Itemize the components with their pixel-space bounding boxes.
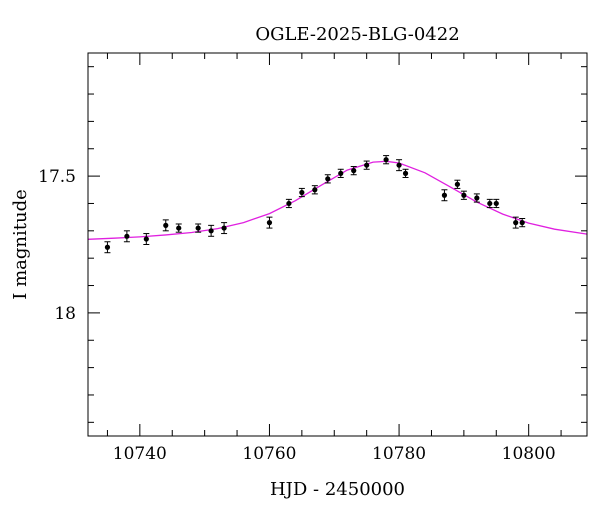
chart-title: OGLE-2025-BLG-0422 [255, 24, 459, 45]
data-marker [104, 244, 111, 250]
model-curve [88, 160, 587, 240]
data-point [473, 193, 480, 203]
data-marker [208, 228, 214, 234]
data-marker [195, 225, 201, 231]
data-point [396, 159, 403, 172]
data-marker [493, 200, 499, 207]
data-marker [266, 220, 273, 226]
data-point [123, 230, 130, 243]
x-tick-label: 10740 [113, 444, 167, 464]
data-point [493, 198, 500, 209]
y-tick-label: 17.5 [38, 167, 76, 187]
data-marker [325, 176, 331, 182]
data-point [208, 224, 215, 237]
data-point [486, 198, 493, 209]
y-axis-title: I magnitude [10, 189, 31, 300]
data-point [162, 219, 169, 232]
data-marker [299, 189, 305, 196]
data-point [195, 223, 202, 233]
data-marker [487, 200, 493, 207]
data-point [337, 168, 344, 178]
data-point [383, 155, 390, 165]
data-marker [221, 225, 227, 231]
data-point [350, 166, 357, 176]
x-tick-label: 10760 [242, 444, 296, 464]
data-point [311, 185, 318, 195]
data-marker [513, 220, 519, 226]
data-marker [176, 225, 182, 231]
data-point [104, 241, 111, 254]
data-point [266, 216, 273, 229]
data-point [285, 198, 292, 209]
data-points-layer [104, 155, 526, 254]
data-marker [474, 195, 480, 201]
data-point [143, 233, 150, 245]
x-tick-label: 10780 [372, 444, 426, 464]
data-marker [124, 233, 130, 239]
data-marker [454, 181, 460, 187]
x-axis-title: HJD - 2450000 [270, 479, 405, 500]
data-marker [338, 170, 344, 176]
data-marker [402, 170, 409, 176]
data-marker [396, 162, 402, 168]
y-tick-label: 18 [54, 304, 76, 324]
data-point [221, 222, 228, 235]
data-marker [143, 236, 149, 242]
axes-layer: 10740 10760 10780 10800 17.5 18 [38, 52, 588, 464]
data-point [402, 168, 409, 178]
data-marker [351, 168, 357, 174]
data-point [298, 187, 305, 198]
data-point [324, 174, 331, 184]
data-marker [383, 157, 389, 163]
data-marker [519, 220, 525, 226]
data-point [175, 223, 182, 233]
data-marker [312, 187, 318, 193]
data-marker [163, 222, 169, 228]
data-marker [441, 192, 448, 198]
data-point [441, 189, 448, 202]
x-tick-label: 10800 [502, 444, 556, 464]
data-marker [286, 200, 292, 207]
data-point [363, 160, 370, 170]
plot-frame [87, 52, 588, 437]
model-curve-layer [88, 160, 587, 240]
data-point [512, 216, 519, 229]
data-marker [461, 192, 467, 198]
data-point [460, 190, 467, 200]
data-point [454, 179, 461, 189]
data-point [519, 218, 526, 228]
data-marker [364, 162, 370, 168]
